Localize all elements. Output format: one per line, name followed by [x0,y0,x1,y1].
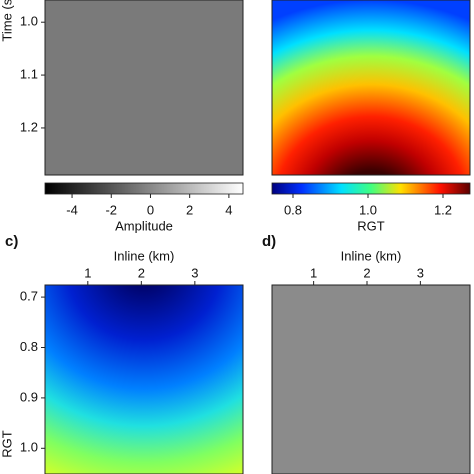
colorbar-tick-label: 2 [186,202,193,217]
colorbar-tick-label: 0.8 [284,202,302,217]
y-axis-label: RGT [0,430,14,458]
panel-a-image [45,0,243,175]
panel-c-image [45,285,243,474]
panel-label: c) [5,233,18,250]
x-tick-label: 1 [84,265,91,280]
y-tick-label: 1.0 [20,440,38,455]
panel-b-image [272,0,470,175]
y-tick-label: 0.9 [20,389,38,404]
y-tick-label: 1.1 [20,67,38,82]
colorbar-tick-label: 1.0 [359,202,377,217]
panel-d-image [272,285,470,474]
plot-frame [44,284,244,474]
plot-frame [44,0,244,176]
y-axis-label: Time (s) [0,0,14,42]
colorbar-tick-label: 0 [147,202,154,217]
colorbar-tick-label: -4 [66,202,78,217]
y-tick-label: 0.7 [20,289,38,304]
panel-label: d) [262,233,276,250]
y-tick-label: 1.2 [20,119,38,134]
x-tick-label: 2 [363,265,370,280]
plot-frame [271,284,471,474]
x-tick-label: 1 [310,265,317,280]
y-tick-label: 0.8 [20,339,38,354]
x-tick-label: 3 [191,265,198,280]
colorbar-label: RGT [357,218,385,233]
colorbar-tick-label: -2 [105,202,117,217]
x-tick-label: 2 [138,265,145,280]
x-tick-label: 3 [417,265,424,280]
colorbar [44,182,244,195]
x-axis-label: Inline (km) [341,248,402,263]
y-tick-label: 1.0 [20,14,38,29]
plot-frame [271,0,471,176]
colorbar-label: Amplitude [115,218,173,233]
colorbar [271,182,471,195]
colorbar-tick-label: 4 [225,202,232,217]
x-axis-label: Inline (km) [114,248,175,263]
colorbar-tick-label: 1.2 [434,202,452,217]
